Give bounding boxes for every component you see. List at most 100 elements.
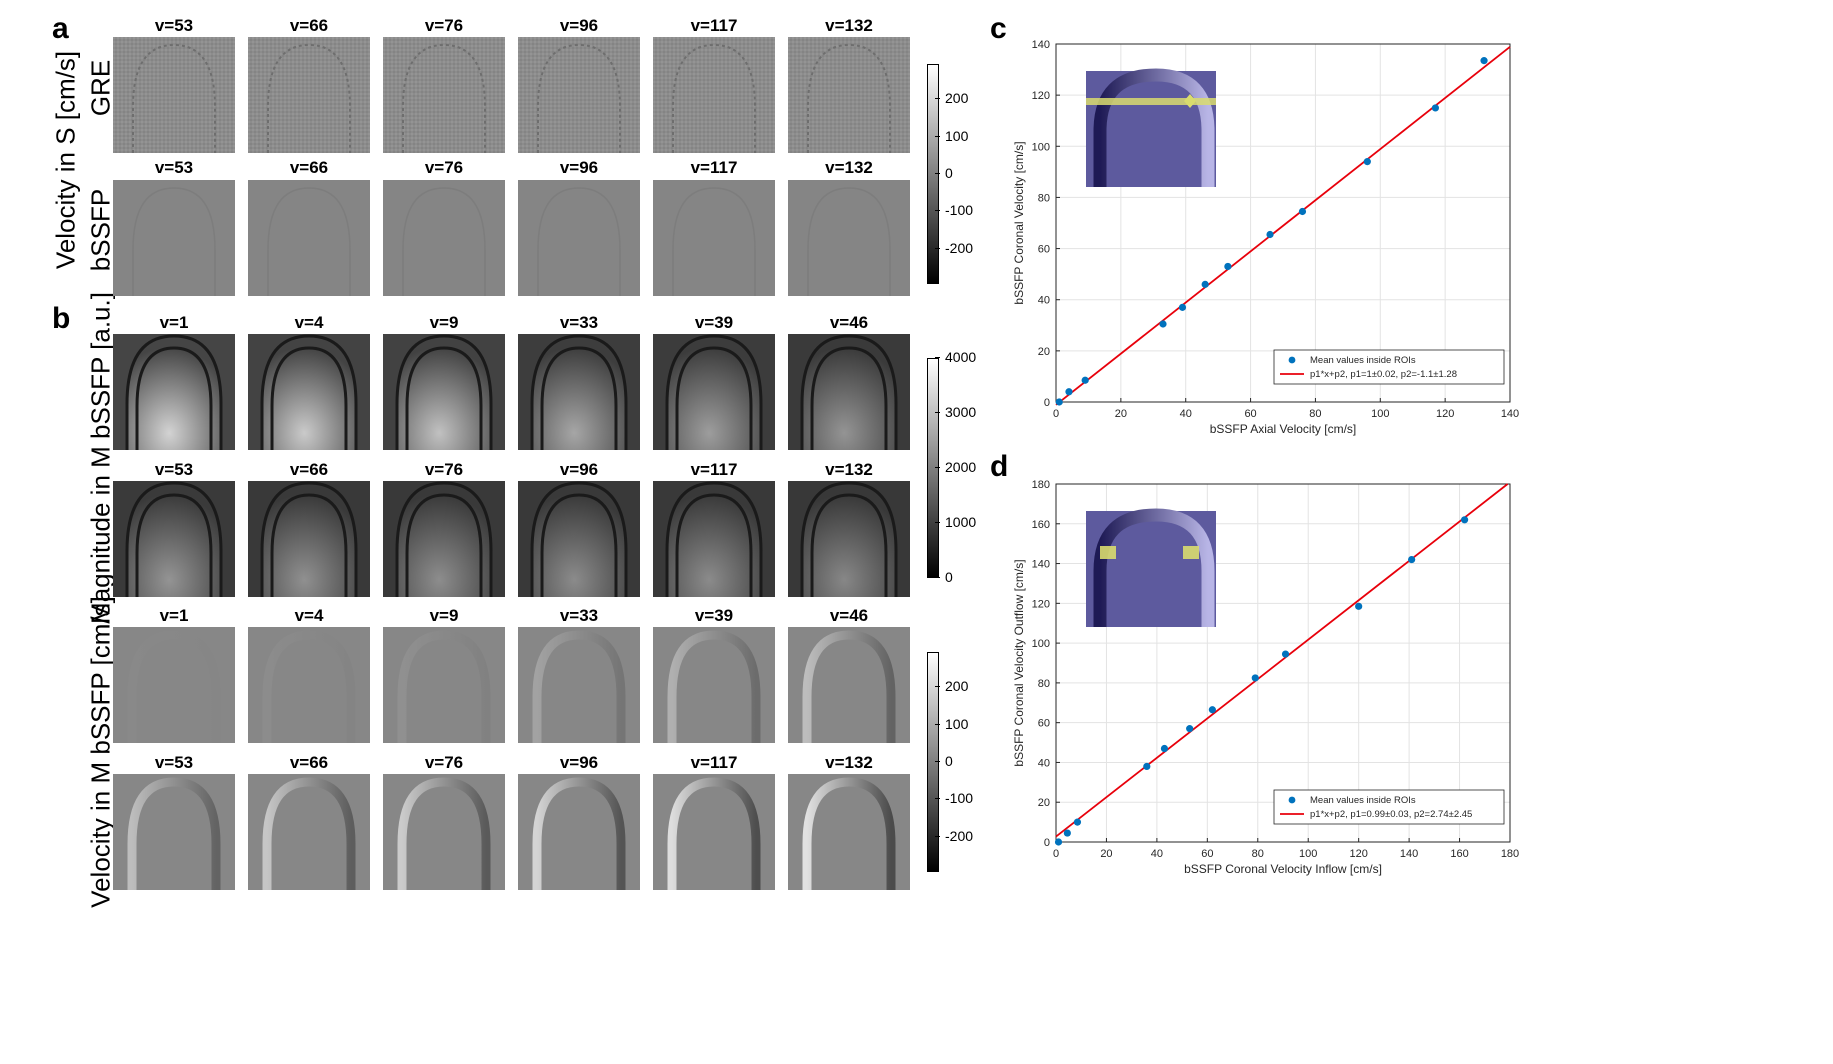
x-tick-label: 0 <box>1053 408 1059 420</box>
y-tick-label: 20 <box>1038 797 1050 809</box>
data-point <box>1063 829 1071 837</box>
image-tile <box>383 481 505 597</box>
image-tile <box>383 627 505 743</box>
y-tick-label: 120 <box>1032 598 1050 610</box>
tile-title: v=66 <box>289 460 329 479</box>
data-point <box>1054 838 1063 846</box>
data-point <box>1065 388 1073 396</box>
image-tile <box>248 774 370 890</box>
image-tile <box>248 481 370 597</box>
image-tile <box>788 774 910 890</box>
colorbar-tick-label: 100 <box>934 127 969 144</box>
x-tick-label: 40 <box>1180 408 1192 420</box>
y-axis-label: bSSFP Coronal Velocity Outflow [cm/s] <box>1012 559 1026 766</box>
y-tick-label: 20 <box>1038 346 1050 358</box>
x-tick-label: 100 <box>1299 848 1317 860</box>
tile-title: v=39 <box>694 313 734 332</box>
tile-title: v=66 <box>289 753 329 772</box>
tile-title: v=132 <box>825 16 873 35</box>
fit-line <box>1055 483 1509 838</box>
image-tile <box>653 627 775 743</box>
colorbar-velocity-a <box>927 64 939 284</box>
tile-title: v=33 <box>559 606 599 625</box>
data-point <box>1201 280 1209 288</box>
image-tile <box>788 334 910 450</box>
tile-title: v=132 <box>825 460 873 479</box>
x-tick-label: 100 <box>1371 408 1389 420</box>
tile-title: v=46 <box>829 313 869 332</box>
tile-title: v=96 <box>559 158 599 177</box>
image-tile <box>653 481 775 597</box>
row-label-magnitude-m: Magnitude in M bSSFP [a.u.] <box>85 292 116 624</box>
tile-title: v=117 <box>690 158 738 177</box>
tile-title: v=53 <box>154 158 194 177</box>
tile-title: v=117 <box>690 460 738 479</box>
legend-box <box>1273 789 1505 825</box>
image-tile <box>518 627 640 743</box>
row-label-gre: GRE <box>85 59 116 117</box>
roi-inset-image <box>1086 68 1216 187</box>
colorbar-tick-label: 200 <box>934 678 969 695</box>
image-tile <box>113 180 235 296</box>
scatter-plot-c: 0 20 40 60 80 100 120 140 0 20 40 60 80 100 120 140 bSSF… <box>1012 39 1519 436</box>
x-tick-label: 160 <box>1450 848 1468 860</box>
image-tile <box>518 481 640 597</box>
x-axis-label: bSSFP Coronal Velocity Inflow [cm/s] <box>1184 862 1382 876</box>
image-tile <box>653 774 775 890</box>
tile-title: v=9 <box>429 606 459 625</box>
colorbar-tick-label: 0 <box>935 753 953 769</box>
data-point <box>1355 602 1363 610</box>
x-tick-label: 40 <box>1151 848 1163 860</box>
tile-title: v=96 <box>559 460 599 479</box>
tile-title: v=4 <box>294 313 324 332</box>
tile-title: v=117 <box>690 753 738 772</box>
colorbar-tick-label: -200 <box>934 827 974 844</box>
row-label-velocity-s: Velocity in S [cm/s] <box>50 50 81 270</box>
tile-title: v=33 <box>559 313 599 332</box>
image-tile <box>248 37 370 153</box>
colorbar-tick-label: 0 <box>935 569 953 585</box>
x-tick-label: 20 <box>1115 408 1127 420</box>
colorbar-tick-label: 100 <box>934 715 969 732</box>
legend-label-fit: p1*x+p2, p1=1±0.02, p2=-1.1±1.28 <box>1310 369 1457 380</box>
data-point <box>1055 398 1063 406</box>
image-tile <box>383 774 505 890</box>
x-tick-label: 60 <box>1201 848 1213 860</box>
roi-inset-image <box>1086 508 1216 627</box>
y-tick-label: 60 <box>1038 244 1050 256</box>
y-tick-label: 0 <box>1044 397 1050 409</box>
x-tick-label: 80 <box>1252 848 1264 860</box>
legend-box <box>1273 349 1505 385</box>
tile-title: v=66 <box>289 158 329 177</box>
panel-letter-a: a <box>52 12 69 45</box>
tile-title: v=117 <box>690 16 738 35</box>
plot-frame <box>1055 43 1511 403</box>
colorbar-tick-label: 3000 <box>934 404 977 420</box>
y-tick-label: 80 <box>1038 192 1050 204</box>
y-tick-label: 180 <box>1032 479 1050 491</box>
colorbar-tick-label: -200 <box>934 239 974 256</box>
image-tile <box>248 334 370 450</box>
data-point <box>1143 762 1151 771</box>
data-point <box>1073 818 1082 826</box>
image-tile <box>788 481 910 597</box>
x-tick-label: 0 <box>1053 848 1059 860</box>
y-tick-label: 0 <box>1044 837 1050 849</box>
x-axis-label: bSSFP Axial Velocity [cm/s] <box>1210 422 1357 436</box>
legend-marker-points <box>1288 356 1296 364</box>
image-tile <box>788 180 910 296</box>
legend-label-points: Mean values inside ROIs <box>1310 355 1416 366</box>
legend-label-fit: p1*x+p2, p1=0.99±0.03, p2=2.74±2.45 <box>1310 809 1472 820</box>
image-tile <box>248 627 370 743</box>
panel-letter-b: b <box>52 302 71 335</box>
colorbar-velocity-b <box>927 652 939 872</box>
tile-title: v=132 <box>825 158 873 177</box>
x-tick-label: 120 <box>1436 408 1454 420</box>
image-tile <box>113 37 235 153</box>
tile-title: v=1 <box>159 313 189 332</box>
legend-label-points: Mean values inside ROIs <box>1310 795 1416 806</box>
image-tile <box>788 627 910 743</box>
colorbar-magnitude <box>927 358 939 578</box>
data-point <box>1178 303 1187 311</box>
image-tile <box>518 37 640 153</box>
